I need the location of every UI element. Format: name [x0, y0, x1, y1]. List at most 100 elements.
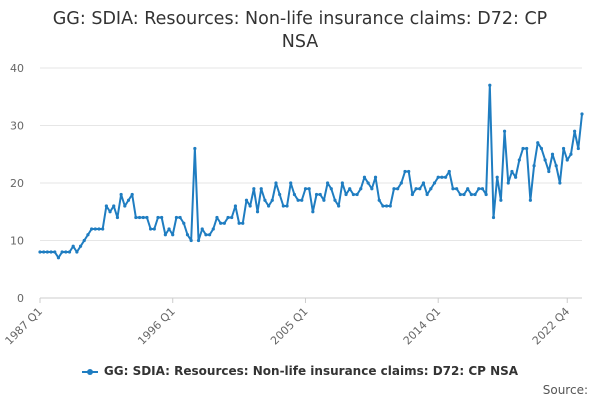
data-point-56[interactable] [244, 198, 249, 202]
data-point-30[interactable] [149, 227, 153, 231]
data-point-142[interactable] [561, 146, 566, 151]
data-point-37[interactable] [174, 215, 179, 220]
data-point-136[interactable] [539, 146, 544, 151]
data-point-26[interactable] [134, 215, 138, 220]
data-point-109[interactable] [440, 175, 444, 179]
data-point-92[interactable] [377, 198, 381, 202]
data-point-99[interactable] [403, 169, 407, 174]
data-point-7[interactable] [64, 250, 68, 254]
data-point-45[interactable] [204, 233, 208, 237]
data-point-125[interactable] [499, 198, 503, 202]
data-point-69[interactable] [292, 192, 297, 197]
data-point-4[interactable] [53, 250, 57, 254]
data-point-130[interactable] [517, 158, 521, 162]
data-point-52[interactable] [230, 215, 234, 220]
data-point-43[interactable] [196, 238, 201, 243]
data-point-116[interactable] [466, 187, 470, 191]
data-point-34[interactable] [163, 233, 167, 237]
data-point-105[interactable] [425, 192, 429, 197]
data-point-1[interactable] [42, 250, 46, 254]
data-point-40[interactable] [185, 233, 190, 237]
data-point-132[interactable] [525, 146, 529, 151]
data-point-94[interactable] [384, 204, 389, 208]
data-point-71[interactable] [300, 198, 304, 202]
data-point-58[interactable] [252, 187, 256, 191]
data-point-31[interactable] [152, 227, 156, 231]
data-point-12[interactable] [82, 238, 86, 243]
data-point-145[interactable] [573, 129, 577, 133]
data-point-139[interactable] [550, 152, 555, 156]
data-point-2[interactable] [45, 250, 49, 254]
data-point-73[interactable] [307, 187, 311, 191]
data-point-53[interactable] [233, 204, 238, 208]
data-point-44[interactable] [200, 227, 204, 231]
data-point-49[interactable] [219, 221, 223, 225]
data-point-68[interactable] [289, 181, 293, 185]
data-point-90[interactable] [370, 187, 374, 191]
data-point-13[interactable] [86, 233, 90, 237]
data-point-143[interactable] [565, 158, 569, 162]
data-point-41[interactable] [189, 238, 193, 243]
data-point-5[interactable] [56, 256, 61, 260]
data-point-101[interactable] [410, 192, 414, 197]
data-point-96[interactable] [392, 187, 396, 191]
data-point-81[interactable] [337, 204, 341, 208]
data-point-128[interactable] [510, 169, 514, 174]
data-point-97[interactable] [396, 187, 400, 191]
data-point-18[interactable] [104, 204, 108, 208]
data-point-59[interactable] [255, 210, 260, 214]
data-point-24[interactable] [126, 198, 131, 202]
data-point-89[interactable] [366, 181, 370, 185]
data-point-138[interactable] [547, 169, 551, 174]
data-point-35[interactable] [167, 227, 171, 231]
data-point-112[interactable] [451, 187, 455, 191]
data-point-14[interactable] [90, 227, 94, 231]
data-point-83[interactable] [344, 192, 348, 197]
data-point-54[interactable] [237, 221, 241, 225]
data-point-60[interactable] [259, 187, 263, 191]
data-point-137[interactable] [543, 158, 547, 162]
data-point-113[interactable] [455, 187, 459, 191]
data-point-11[interactable] [78, 244, 83, 248]
data-point-8[interactable] [67, 250, 72, 254]
data-point-28[interactable] [141, 215, 145, 220]
data-point-3[interactable] [49, 250, 53, 254]
data-point-86[interactable] [355, 192, 359, 197]
legend[interactable]: GG: SDIA: Resources: Non-life insurance … [0, 364, 600, 378]
data-point-140[interactable] [554, 164, 558, 168]
data-point-42[interactable] [193, 146, 197, 151]
data-point-111[interactable] [447, 169, 451, 174]
data-point-20[interactable] [112, 204, 116, 208]
data-point-80[interactable] [333, 198, 337, 202]
data-point-87[interactable] [359, 187, 363, 191]
data-point-15[interactable] [93, 227, 97, 231]
data-point-131[interactable] [521, 146, 525, 151]
data-point-32[interactable] [156, 215, 160, 220]
data-point-100[interactable] [407, 169, 411, 174]
data-point-27[interactable] [137, 215, 142, 220]
data-point-120[interactable] [480, 187, 485, 191]
data-point-77[interactable] [322, 198, 326, 202]
data-point-75[interactable] [314, 192, 319, 197]
data-point-19[interactable] [108, 210, 112, 214]
data-point-95[interactable] [388, 204, 392, 208]
data-point-67[interactable] [285, 204, 289, 208]
data-point-98[interactable] [399, 181, 403, 185]
data-point-84[interactable] [348, 187, 352, 191]
data-point-134[interactable] [532, 164, 536, 168]
data-point-106[interactable] [429, 187, 433, 191]
data-point-110[interactable] [443, 175, 448, 179]
data-point-51[interactable] [226, 215, 230, 220]
data-point-104[interactable] [421, 181, 426, 185]
data-point-61[interactable] [263, 198, 267, 202]
data-point-108[interactable] [436, 175, 440, 179]
data-point-79[interactable] [329, 187, 333, 191]
data-point-114[interactable] [458, 192, 462, 197]
data-point-117[interactable] [469, 192, 473, 197]
data-point-33[interactable] [160, 215, 164, 220]
data-point-63[interactable] [270, 198, 274, 202]
data-point-62[interactable] [267, 204, 271, 208]
data-point-123[interactable] [491, 215, 496, 220]
data-point-0[interactable] [38, 250, 42, 254]
data-point-16[interactable] [97, 227, 101, 231]
